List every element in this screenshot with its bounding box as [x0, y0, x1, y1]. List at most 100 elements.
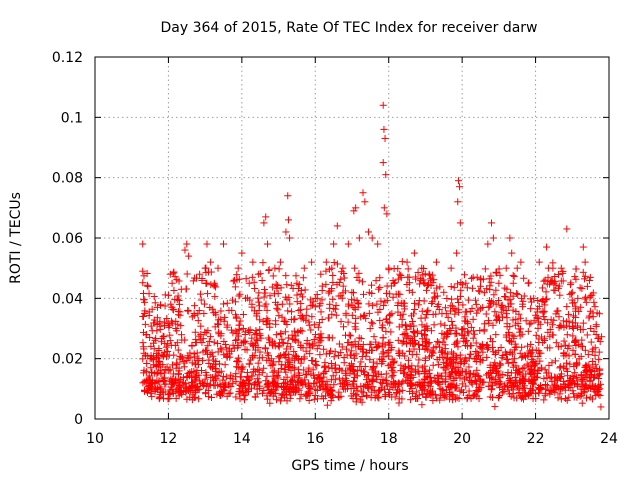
data-point [357, 358, 365, 366]
data-point [373, 300, 381, 308]
data-point [278, 361, 286, 369]
data-point [232, 337, 240, 345]
data-point [429, 397, 437, 405]
data-point [322, 258, 330, 266]
data-point [360, 311, 368, 319]
data-point [293, 291, 301, 299]
data-point [314, 323, 322, 331]
data-point [495, 279, 503, 287]
data-point [410, 249, 418, 257]
data-point [236, 317, 244, 325]
data-point [181, 246, 189, 254]
data-point [183, 240, 191, 248]
data-point [569, 325, 577, 333]
data-point [451, 330, 459, 338]
data-point [195, 371, 203, 379]
data-point [561, 395, 569, 403]
data-point [541, 276, 549, 284]
x-tick-label: 18 [380, 431, 398, 447]
data-point [573, 373, 581, 381]
data-point [153, 327, 161, 335]
data-point [456, 219, 464, 227]
data-point [469, 315, 477, 323]
data-point [569, 332, 577, 340]
data-point [418, 264, 426, 272]
data-point [308, 258, 316, 266]
data-point [456, 292, 464, 300]
data-point [374, 240, 382, 248]
data-point [581, 295, 589, 303]
data-point [188, 313, 196, 321]
data-point [463, 308, 471, 316]
data-point [543, 374, 551, 382]
data-point [460, 271, 468, 279]
data-point [541, 392, 549, 400]
data-point [221, 361, 229, 369]
data-point [486, 286, 494, 294]
data-point [323, 401, 331, 409]
data-point [541, 301, 549, 309]
data-point [200, 300, 208, 308]
data-point [436, 343, 444, 351]
data-point [169, 269, 177, 277]
data-point [401, 321, 409, 329]
data-point [146, 334, 154, 342]
data-point [177, 285, 185, 293]
data-point [581, 258, 589, 266]
data-point [468, 274, 476, 282]
data-point [429, 361, 437, 369]
data-point [284, 216, 292, 224]
data-point [231, 298, 239, 306]
data-point [270, 367, 278, 375]
data-point [163, 347, 171, 355]
data-point [370, 333, 378, 341]
data-point [477, 276, 485, 284]
data-point [342, 309, 350, 317]
data-point [237, 364, 245, 372]
data-point [515, 310, 523, 318]
data-point [458, 386, 466, 394]
data-point [382, 370, 390, 378]
data-point [337, 318, 345, 326]
data-point [253, 336, 261, 344]
data-point [517, 258, 525, 266]
data-point [520, 274, 528, 282]
data-point [559, 269, 567, 277]
data-point [292, 272, 300, 280]
data-point [412, 273, 420, 281]
data-point [411, 306, 419, 314]
data-point [541, 366, 549, 374]
data-point [532, 331, 540, 339]
data-point [299, 274, 307, 282]
data-point [339, 376, 347, 384]
data-point [579, 243, 587, 251]
data-point [503, 314, 511, 322]
data-point [255, 298, 263, 306]
data-point [266, 399, 274, 407]
data-point [271, 264, 279, 272]
data-point [548, 359, 556, 367]
data-point [317, 330, 325, 338]
data-point [254, 294, 262, 302]
chart-title: Day 364 of 2015, Rate Of TEC Index for r… [160, 20, 537, 36]
data-point [582, 293, 590, 301]
data-point [359, 367, 367, 375]
data-point [348, 311, 356, 319]
data-point [379, 101, 387, 109]
data-point [563, 303, 571, 311]
data-point [178, 336, 186, 344]
data-point [155, 357, 163, 365]
data-point [165, 395, 173, 403]
data-point [185, 252, 193, 260]
data-point [476, 287, 484, 295]
data-point [273, 396, 281, 404]
data-point [234, 264, 242, 272]
data-point [577, 326, 585, 334]
data-point [456, 372, 464, 380]
data-point [587, 338, 595, 346]
data-point [421, 331, 429, 339]
data-point [174, 346, 182, 354]
data-point [513, 264, 521, 272]
data-point [204, 290, 212, 298]
data-point [313, 386, 321, 394]
